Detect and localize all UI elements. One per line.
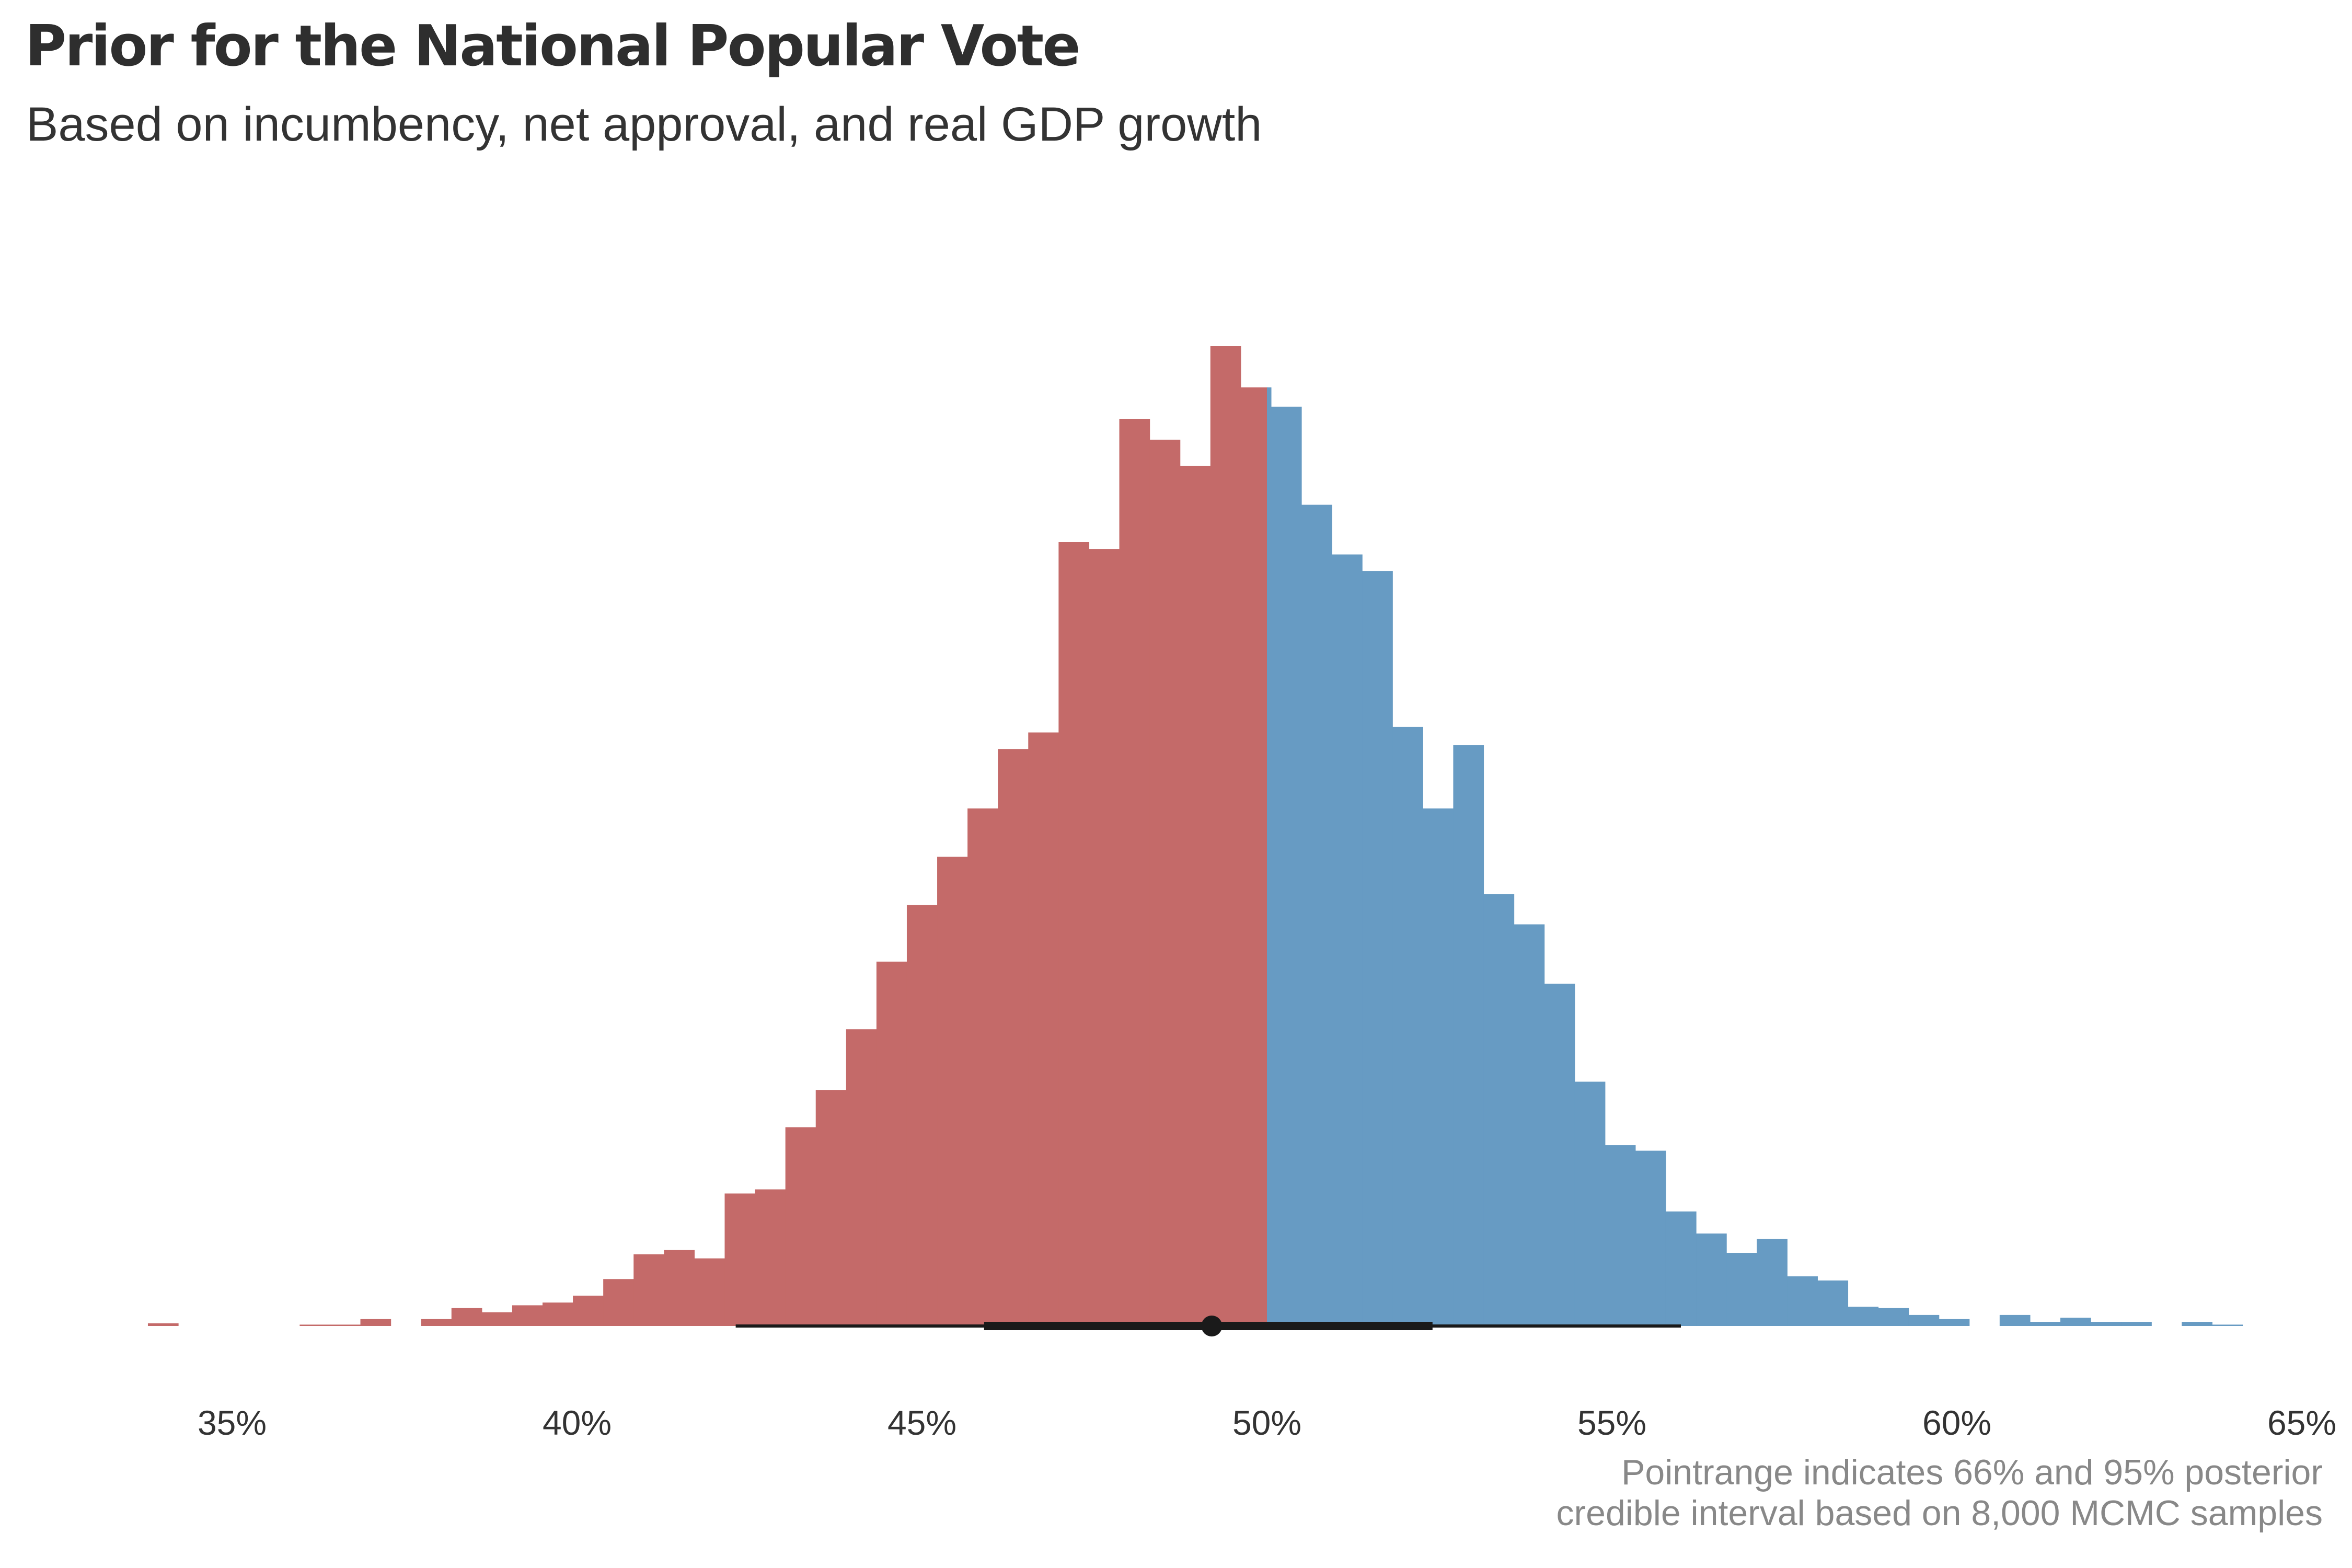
histogram-bar-republican [573, 1295, 604, 1326]
histogram-bar-republican [998, 749, 1029, 1326]
histogram-bar-republican [785, 1127, 816, 1326]
histogram-bar-republican [1119, 419, 1150, 1327]
histogram-bar-democrat [2182, 1322, 2212, 1326]
histogram-bar-republican [967, 808, 998, 1326]
histogram-bar-democrat [1787, 1276, 1818, 1326]
histogram-bar-democrat [2212, 1324, 2243, 1326]
histogram-bars [147, 346, 2243, 1327]
histogram-bar-republican [451, 1308, 482, 1326]
histogram-bar-democrat [1267, 387, 1272, 1326]
histogram-bar-republican [755, 1189, 786, 1326]
histogram-bar-republican [147, 1323, 179, 1326]
histogram-bar-republican [330, 1324, 361, 1326]
histogram-bar-democrat [1423, 808, 1454, 1326]
x-tick-label: 45% [887, 1403, 956, 1442]
histogram-bar-democrat [1757, 1239, 1788, 1326]
x-tick-label: 50% [1232, 1403, 1301, 1442]
histogram-bar-democrat [1271, 407, 1302, 1327]
histogram-bar-democrat [1696, 1233, 1727, 1326]
histogram-bar-democrat [1908, 1315, 1940, 1326]
histogram-bar-republican [421, 1319, 452, 1326]
histogram-bar-republican [1180, 466, 1211, 1326]
histogram-bar-democrat [2060, 1318, 2091, 1326]
median-point [1201, 1316, 1223, 1336]
histogram-bar-republican [876, 961, 907, 1326]
x-tick-label: 55% [1577, 1403, 1646, 1442]
histogram-bar-democrat [1848, 1307, 1879, 1326]
histogram-bar-democrat [1483, 894, 1515, 1326]
caption-line-2: credible interval based on 8,000 MCMC sa… [1556, 1493, 2323, 1533]
histogram-bar-democrat [1362, 571, 1393, 1326]
x-axis: 35% 40% 45% 50% 55% 60% 65% [198, 1403, 2336, 1442]
histogram-bar-republican [512, 1305, 543, 1326]
histogram-bar-democrat [1605, 1145, 1636, 1326]
histogram-bar-republican [633, 1254, 664, 1326]
x-tick-label: 35% [198, 1403, 267, 1442]
histogram-bar-democrat [1544, 984, 1575, 1326]
histogram-bar-republican [694, 1258, 725, 1326]
histogram-bar-democrat [1726, 1253, 1757, 1326]
histogram-bar-democrat [1332, 554, 1363, 1326]
histogram-bar-republican [1210, 346, 1241, 1326]
pointrange [735, 1316, 1681, 1336]
x-tick-label: 40% [543, 1403, 612, 1442]
chart-title: Prior for the National Popular Vote [25, 14, 1080, 79]
histogram-bar-republican [543, 1302, 573, 1326]
histogram-bar-democrat [1635, 1150, 1666, 1326]
histogram-bar-democrat [1665, 1211, 1697, 1326]
x-tick-label: 60% [1922, 1403, 1991, 1442]
histogram-bar-republican [299, 1324, 331, 1326]
histogram-bar-democrat [1392, 727, 1423, 1326]
histogram-bar-republican [1028, 732, 1059, 1326]
histogram-bar-republican [603, 1279, 634, 1326]
histogram-bar-democrat [1301, 504, 1332, 1327]
histogram-bar-democrat [2091, 1322, 2122, 1326]
histogram-bar-democrat [1878, 1308, 1909, 1326]
histogram-bar-republican [1058, 542, 1090, 1326]
histogram-bar-republican [481, 1312, 513, 1326]
histogram-bar-republican [360, 1319, 391, 1326]
histogram-bar-democrat [1939, 1319, 1970, 1326]
histogram-bar-democrat [1999, 1315, 2031, 1326]
histogram-bar-democrat [2121, 1322, 2152, 1326]
histogram-bar-republican [1149, 440, 1181, 1326]
histogram-bar-republican [937, 857, 968, 1326]
histogram-bar-republican [906, 905, 938, 1326]
histogram-bar-democrat [1817, 1280, 1849, 1326]
histogram-bar-republican [664, 1250, 695, 1326]
histogram-bar-democrat [2030, 1322, 2061, 1326]
histogram-bar-democrat [1453, 745, 1484, 1326]
histogram-bar-republican [846, 1029, 877, 1326]
caption-line-1: Pointrange indicates 66% and 95% posteri… [1621, 1452, 2323, 1492]
histogram-bar-republican [724, 1193, 756, 1326]
histogram-bar-republican [815, 1090, 847, 1326]
histogram-bar-democrat [1574, 1081, 1606, 1326]
histogram-bar-republican [1089, 549, 1120, 1326]
chart-subtitle: Based on incumbency, net approval, and r… [26, 98, 1262, 151]
histogram-bar-democrat [1514, 924, 1545, 1326]
histogram-bar-republican [1240, 387, 1267, 1326]
x-tick-label: 65% [2267, 1403, 2336, 1442]
